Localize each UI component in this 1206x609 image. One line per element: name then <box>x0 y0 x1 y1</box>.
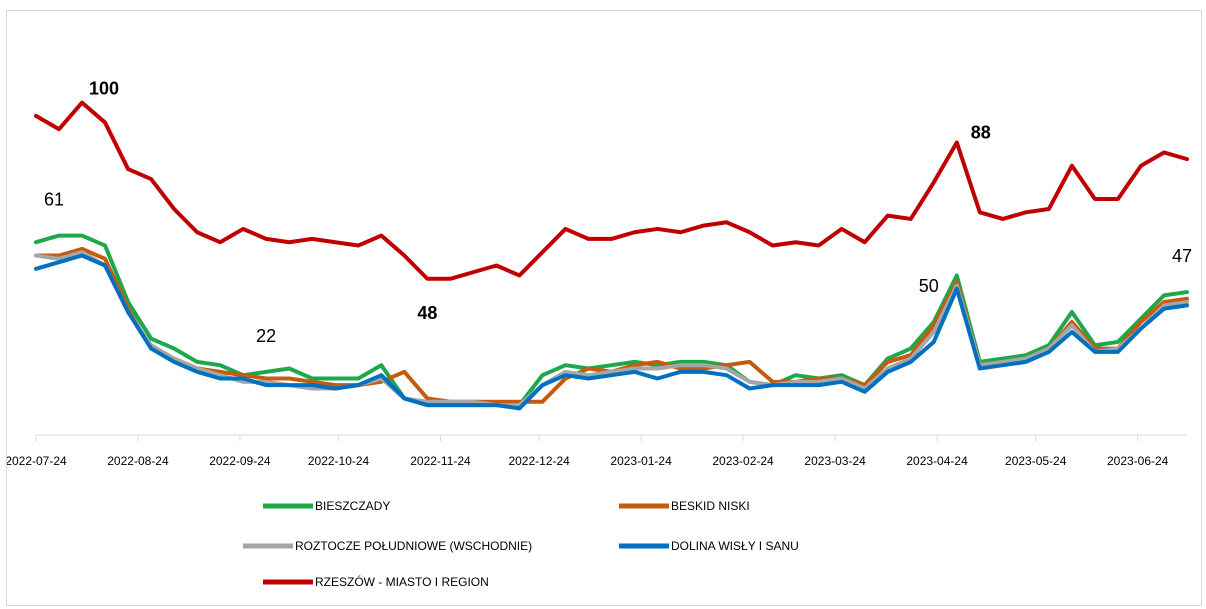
legend: BIESZCZADY BESKID NISKI ROZTOCZE POŁUDNIOW… <box>243 499 799 589</box>
x-tick-label: 2022-08-24 <box>107 454 169 468</box>
legend-label: DOLINA WISŁY I SANU <box>671 539 799 553</box>
legend-label: BIESZCZADY <box>315 499 390 513</box>
x-tick-label: 2022-10-24 <box>308 454 370 468</box>
series-line-bieszczady <box>34 233 1189 408</box>
series-line-rzesz-w-miasto-i-region <box>34 100 1189 281</box>
line-chart: 2022-07-24 2022-08-24 2022-09-24 2022-10-24… <box>7 79 1192 589</box>
legend-item: BESKID NISKI <box>619 499 750 513</box>
x-tick-label: 2022-11-24 <box>410 454 471 468</box>
data-label: 61 <box>44 190 64 210</box>
data-label: 50 <box>919 276 939 296</box>
x-tick-label: 2023-05-24 <box>1005 454 1067 468</box>
data-label: 22 <box>256 326 276 346</box>
series-line-beskid-niski <box>34 246 1189 404</box>
data-annotations: 100 61 22 48 88 50 47 <box>44 79 1192 346</box>
legend-label: RZESZÓW - MIASTO I REGION <box>315 574 489 589</box>
series-line-dolina-wis-y-i-sanu <box>34 253 1189 411</box>
data-label: 47 <box>1172 246 1192 266</box>
legend-item: RZESZÓW - MIASTO I REGION <box>263 574 489 589</box>
x-tick-label: 2023-06-24 <box>1107 454 1169 468</box>
legend-item: ROZTOCZE POŁUDNIOWE (WSCHODNIE) <box>243 539 532 553</box>
data-label: 100 <box>89 79 119 99</box>
x-tick-label: 2023-04-24 <box>906 454 968 468</box>
x-tick-label: 2023-01-24 <box>610 454 672 468</box>
data-label: 48 <box>417 303 437 323</box>
x-tick-label: 2023-02-24 <box>712 454 774 468</box>
x-axis: 2022-07-24 2022-08-24 2022-09-24 2022-10-24… <box>7 434 1187 468</box>
data-label: 88 <box>971 123 991 143</box>
legend-item: BIESZCZADY <box>263 499 390 513</box>
legend-label: ROZTOCZE POŁUDNIOWE (WSCHODNIE) <box>295 539 532 553</box>
series-lines <box>34 100 1189 411</box>
x-tick-label: 2023-03-24 <box>804 454 866 468</box>
series-line-roztocze-po-udniowe-wschodnie <box>34 250 1189 408</box>
chart-frame: 2022-07-24 2022-08-24 2022-09-24 2022-10-24… <box>6 10 1202 606</box>
x-tick-label: 2022-12-24 <box>508 454 570 468</box>
x-tick-label: 2022-07-24 <box>7 454 67 468</box>
x-tick-label: 2022-09-24 <box>209 454 271 468</box>
legend-item: DOLINA WISŁY I SANU <box>619 539 799 553</box>
legend-label: BESKID NISKI <box>671 499 750 513</box>
